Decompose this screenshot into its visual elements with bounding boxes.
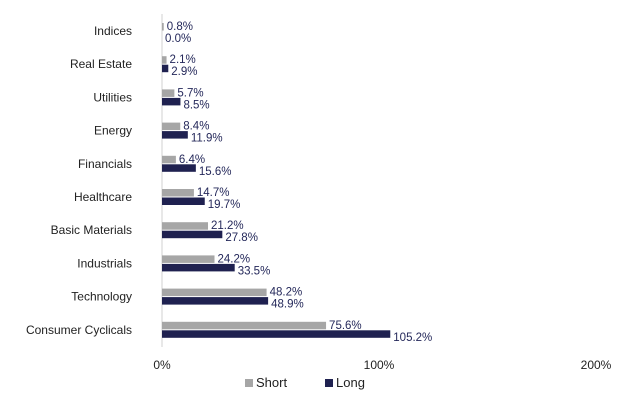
x-tick-label: 200%	[581, 358, 612, 372]
long-value-label: 27.8%	[225, 232, 258, 244]
category-label: Real Estate	[70, 57, 132, 71]
legend-short-swatch	[245, 379, 253, 387]
short-bar	[162, 89, 175, 97]
bars-group	[162, 23, 391, 338]
legend: Short Long	[245, 375, 365, 390]
short-value-label: 21.2%	[211, 220, 244, 232]
category-label: Indices	[94, 24, 132, 38]
long-value-label: 15.6%	[199, 166, 232, 178]
short-bar	[162, 189, 194, 197]
short-value-label: 14.7%	[197, 187, 230, 199]
long-bar	[162, 330, 391, 338]
long-value-label: 0.0%	[165, 33, 191, 45]
short-bar	[162, 255, 215, 263]
long-bar	[162, 230, 223, 239]
short-bar	[162, 56, 167, 64]
short-value-label: 5.7%	[177, 87, 203, 99]
x-tick-label: 0%	[153, 358, 171, 372]
category-label: Industrials	[77, 256, 132, 270]
short-value-label: 0.8%	[167, 21, 193, 33]
legend-long-swatch	[325, 379, 333, 387]
x-tick-label: 100%	[364, 358, 395, 372]
value-labels-group: 0.8%0.0% 2.1%2.9% 5.7%8.5% 8.4%11.9% 6.4%15.…	[165, 21, 432, 344]
short-bar	[162, 122, 181, 131]
long-bar	[162, 164, 196, 172]
long-value-label: 2.9%	[171, 66, 197, 78]
category-label: Technology	[71, 290, 132, 304]
short-value-label: 2.1%	[170, 54, 196, 66]
short-bar	[162, 321, 327, 330]
short-value-label: 75.6%	[329, 320, 362, 332]
long-bar	[162, 263, 235, 272]
short-value-label: 6.4%	[179, 154, 205, 166]
category-label: Healthcare	[74, 190, 132, 204]
short-value-label: 24.2%	[218, 253, 251, 265]
long-value-label: 11.9%	[191, 133, 223, 145]
long-bar	[162, 64, 169, 73]
long-bar	[162, 297, 269, 305]
legend-long-label: Long	[336, 375, 365, 390]
short-value-label: 8.4%	[183, 121, 209, 133]
long-value-label: 8.5%	[183, 99, 209, 111]
short-bar	[162, 155, 176, 164]
long-value-label: 19.7%	[208, 199, 241, 211]
legend-short-label: Short	[256, 375, 287, 390]
long-value-label: 33.5%	[238, 265, 271, 277]
long-bar	[162, 131, 188, 139]
short-bar	[162, 288, 267, 297]
x-axis-ticks-group: 0% 100% 200%	[153, 358, 611, 372]
category-label: Basic Materials	[51, 223, 132, 237]
category-label: Utilities	[93, 90, 132, 104]
short-bar	[162, 222, 209, 230]
short-value-label: 48.2%	[270, 287, 303, 299]
long-value-label: 48.9%	[271, 299, 304, 311]
category-label: Energy	[94, 124, 132, 138]
category-label: Financials	[78, 157, 132, 171]
short-bar	[162, 23, 164, 31]
category-labels-group: Indices Real Estate Utilities Energy Financi…	[26, 24, 132, 337]
category-label: Consumer Cyclicals	[26, 323, 132, 337]
long-bar	[162, 97, 181, 106]
long-bar	[162, 197, 205, 205]
long-value-label: 105.2%	[393, 332, 432, 344]
